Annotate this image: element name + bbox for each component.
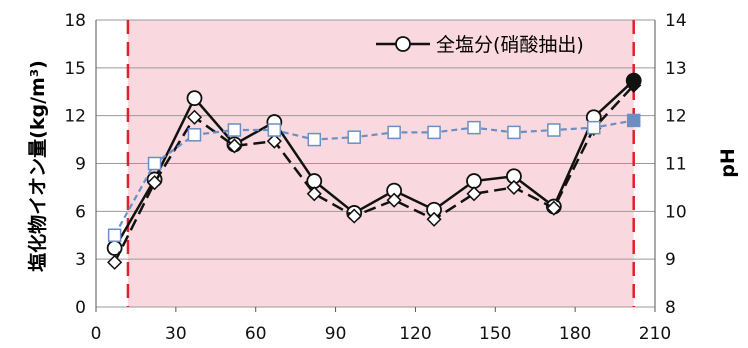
y-tick-label: 6 xyxy=(75,202,86,222)
data-point-square xyxy=(507,125,521,140)
y-tick-label: 9 xyxy=(75,155,86,175)
data-point-diamond xyxy=(266,133,282,149)
data-point-square xyxy=(427,125,441,140)
data-point-square xyxy=(147,156,162,171)
y-axis-title: 塩化物イオン量(kg/m³) xyxy=(26,60,49,272)
x-tick-label: 120 xyxy=(399,324,431,344)
data-point-square xyxy=(107,228,122,242)
data-point-diamond xyxy=(346,208,362,224)
y2-tick-label: 9 xyxy=(665,250,676,270)
x-tick-label: 210 xyxy=(639,324,671,344)
y-tick-label: 0 xyxy=(75,298,86,318)
y2-tick-label: 14 xyxy=(665,11,687,31)
data-point-diamond xyxy=(546,200,562,216)
data-point-square xyxy=(347,130,361,144)
data-point-square xyxy=(547,123,561,137)
y-tick-label: 3 xyxy=(75,250,86,270)
x-tick-label: 180 xyxy=(559,324,591,344)
data-point-square xyxy=(227,123,242,137)
data-point-diamond xyxy=(506,179,522,195)
data-point-diamond xyxy=(626,77,642,93)
data-point-circle xyxy=(466,173,482,189)
y2-tick-label: 11 xyxy=(665,155,687,175)
y2-tick-label: 12 xyxy=(665,107,687,127)
data-point-square xyxy=(467,120,481,135)
series-layer xyxy=(106,72,642,270)
y2-tick-label: 8 xyxy=(665,298,676,318)
y-tick-label: 15 xyxy=(64,59,86,79)
tick-labels: 0 30 60 90 120 150 180 210 0 3 6 9 12 15 18 8 9 10 11 12 13 1… xyxy=(64,11,686,344)
grid-lines xyxy=(95,19,656,308)
data-point-diamond xyxy=(466,186,482,202)
data-point-diamond xyxy=(226,138,242,154)
data-point-square xyxy=(587,120,601,135)
data-point-square xyxy=(307,132,322,147)
y2-tick-label: 13 xyxy=(665,59,687,79)
data-point-square xyxy=(626,113,641,128)
y-tick-label: 18 xyxy=(64,11,86,31)
data-point-circle xyxy=(186,90,203,107)
series-line-0 xyxy=(113,79,635,249)
legend-marker-circle xyxy=(395,36,411,52)
series-line-2 xyxy=(113,119,634,236)
data-point-diamond xyxy=(426,211,442,227)
data-point-square xyxy=(387,125,401,140)
y2-tick-label: 10 xyxy=(665,202,687,222)
legend: 全塩分(硝酸抽出) xyxy=(376,34,584,56)
data-point-diamond xyxy=(186,109,203,125)
data-point-diamond xyxy=(107,254,123,270)
data-point-diamond xyxy=(386,192,402,208)
x-tick-label: 0 xyxy=(91,324,102,344)
data-point-square xyxy=(187,128,202,142)
x-tick-label: 60 xyxy=(245,324,267,344)
data-point-diamond xyxy=(147,175,163,191)
data-point-diamond xyxy=(306,186,322,202)
data-point-square xyxy=(267,123,282,137)
x-tick-label: 90 xyxy=(325,324,347,344)
x-tick-label: 150 xyxy=(479,324,511,344)
legend-label: 全塩分(硝酸抽出) xyxy=(436,34,584,56)
y-tick-label: 12 xyxy=(64,107,86,127)
series-line-1 xyxy=(113,84,635,263)
x-tick-label: 30 xyxy=(165,324,187,344)
y2-axis-title: pH xyxy=(717,148,739,178)
